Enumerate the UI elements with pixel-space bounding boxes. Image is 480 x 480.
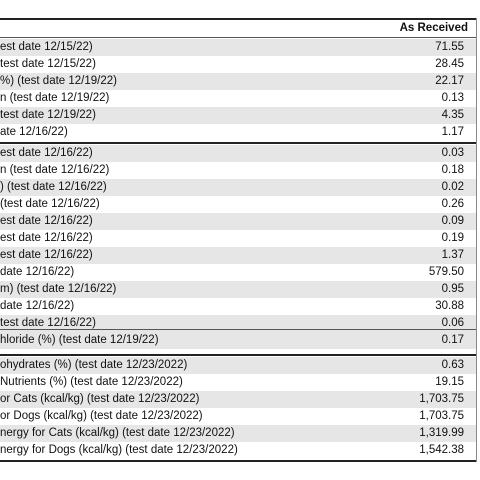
row-label: test date 12/16/22): [0, 317, 96, 329]
row-value: 0.06: [441, 317, 464, 329]
row-value: 0.17: [441, 334, 464, 346]
row-value: 1.17: [441, 126, 464, 138]
row-value: 1,319.99: [419, 427, 464, 439]
table-row: or Dogs (kcal/kg) (test date 12/23/2022)…: [0, 408, 476, 425]
row-label: nergy for Dogs (kcal/kg) (test date 12/2…: [0, 444, 238, 456]
table-row: est date 12/16/22) 1.37: [0, 247, 476, 264]
table-row: nergy for Dogs (kcal/kg) (test date 12/2…: [0, 442, 476, 459]
row-value: 1.37: [441, 249, 464, 261]
row-label: ohydrates (%) (test date 12/23/2022): [0, 359, 188, 371]
table-row: date 12/16/22) 30.88: [0, 298, 476, 315]
row-label: %) (test date 12/19/22): [0, 75, 117, 87]
row-value: 1,703.75: [419, 393, 464, 405]
row-label: est date 12/16/22): [0, 249, 93, 261]
table-row: test date 12/15/22) 28.45: [0, 56, 476, 73]
row-label: est date 12/16/22): [0, 215, 93, 227]
row-label: n (test date 12/16/22): [0, 164, 110, 176]
table-row: test date 12/19/22) 4.35: [0, 107, 476, 124]
table-row: est date 12/16/22) 0.19: [0, 230, 476, 247]
row-label: or Cats (kcal/kg) (test date 12/23/2022): [0, 393, 200, 405]
section-rule-1: [0, 142, 476, 144]
section-rule-3: [0, 354, 476, 356]
table-row: m) (test date 12/16/22) 0.95: [0, 281, 476, 298]
row-value: 28.45: [435, 58, 464, 70]
row-value: 579.50: [428, 266, 464, 278]
table-row: (test date 12/16/22) 0.26: [0, 196, 476, 213]
table-row: nergy for Cats (kcal/kg) (test date 12/2…: [0, 425, 476, 442]
row-label: Nutrients (%) (test date 12/23/2022): [0, 376, 183, 388]
row-value: 0.63: [441, 359, 464, 371]
table-row: est date 12/16/22) 0.09: [0, 213, 476, 230]
table-row: test date 12/16/22) 0.06: [0, 315, 476, 332]
row-label: test date 12/19/22): [0, 109, 96, 121]
table-row: hloride (%) (test date 12/19/22) 0.17: [0, 332, 476, 349]
row-value: 30.88: [435, 300, 464, 312]
row-label: or Dogs (kcal/kg) (test date 12/23/2022): [0, 410, 203, 422]
table-row: or Cats (kcal/kg) (test date 12/23/2022)…: [0, 391, 476, 408]
row-value: 0.26: [441, 198, 464, 210]
row-value: 22.17: [435, 75, 464, 87]
row-value: 0.03: [441, 147, 464, 159]
row-label: n (test date 12/19/22): [0, 92, 110, 104]
row-label: test date 12/15/22): [0, 58, 96, 70]
row-value: 1,542.38: [419, 444, 464, 456]
row-label: est date 12/16/22): [0, 147, 93, 159]
section-rule-2: [0, 329, 476, 330]
table-row: Nutrients (%) (test date 12/23/2022) 19.1…: [0, 374, 476, 391]
bottom-rule: [0, 460, 476, 462]
row-label: ate 12/16/22): [0, 126, 68, 138]
top-rule: [0, 18, 476, 20]
row-value: 0.02: [441, 181, 464, 193]
row-value: 19.15: [435, 376, 464, 388]
table-row: n (test date 12/19/22) 0.13: [0, 90, 476, 107]
row-label: est date 12/16/22): [0, 232, 93, 244]
row-label: nergy for Cats (kcal/kg) (test date 12/2…: [0, 427, 235, 439]
row-value: 0.13: [441, 92, 464, 104]
row-label: date 12/16/22): [0, 266, 75, 278]
table-row: date 12/16/22) 579.50: [0, 264, 476, 281]
row-value: 0.19: [441, 232, 464, 244]
row-label: ) (test date 12/16/22): [0, 181, 107, 193]
row-value: 71.55: [435, 41, 464, 53]
row-label: date 12/16/22): [0, 300, 75, 312]
header-rule: [0, 37, 476, 38]
row-value: 0.09: [441, 215, 464, 227]
row-value: 1,703.75: [419, 410, 464, 422]
row-label: (test date 12/16/22): [0, 198, 100, 210]
row-value: 0.95: [441, 283, 464, 295]
row-label: hloride (%) (test date 12/19/22): [0, 334, 159, 346]
table-row: ) (test date 12/16/22) 0.02: [0, 179, 476, 196]
column-header-as-received: As Received: [399, 22, 468, 34]
table-row: est date 12/15/22) 71.55: [0, 39, 476, 56]
right-border: [476, 18, 477, 462]
row-label: est date 12/15/22): [0, 41, 93, 53]
table-row: n (test date 12/16/22) 0.18: [0, 162, 476, 179]
table-row: %) (test date 12/19/22) 22.17: [0, 73, 476, 90]
table-row: ohydrates (%) (test date 12/23/2022) 0.63: [0, 357, 476, 374]
table-row: ate 12/16/22) 1.17: [0, 124, 476, 141]
row-value: 0.18: [441, 164, 464, 176]
table-row: est date 12/16/22) 0.03: [0, 145, 476, 162]
row-label: m) (test date 12/16/22): [0, 283, 117, 295]
row-value: 4.35: [441, 109, 464, 121]
